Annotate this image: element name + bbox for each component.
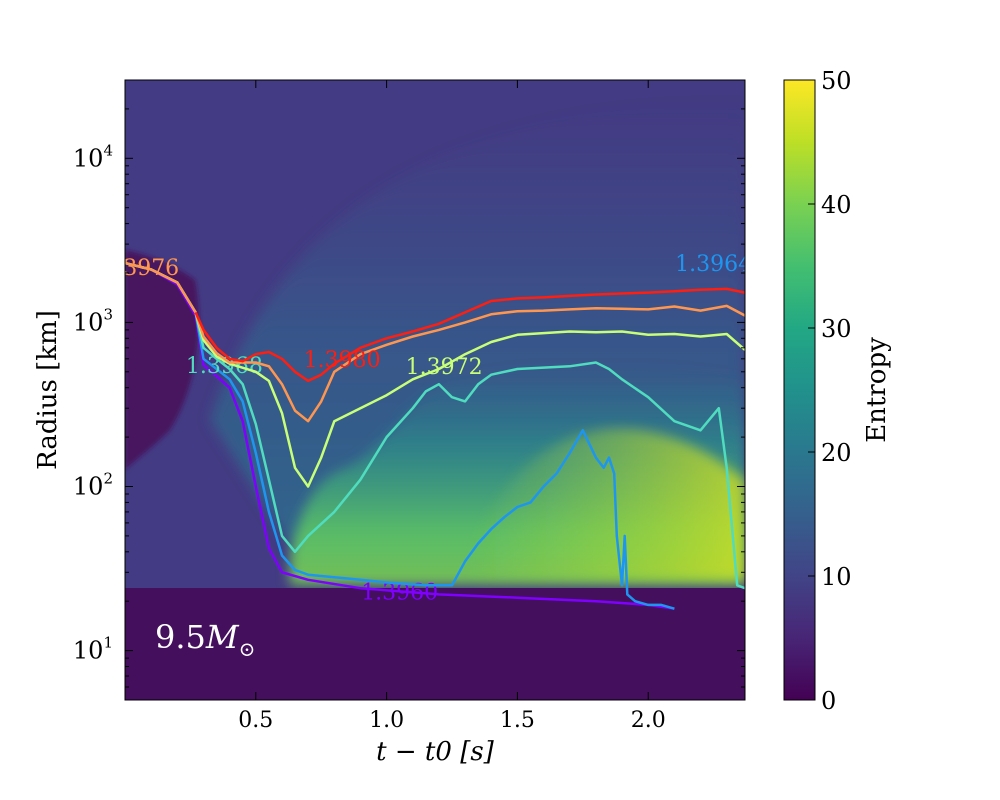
y-tick-label-base: 10: [73, 472, 104, 500]
contour-label: 1.3964: [675, 252, 752, 277]
contour-line-1-3976: [125, 261, 745, 423]
y-tick-label-base: 10: [73, 144, 104, 172]
x-axis: 0.5 1.0 1.5 2.0: [238, 80, 666, 733]
heatmap-hot-plumes: [470, 428, 745, 580]
colorbar-gradient: [783, 79, 816, 701]
contour-line-1-3968: [125, 261, 745, 590]
y-tick-label: 104: [73, 141, 113, 172]
colorbar-ticks: 0 10 20 30 40 50: [808, 67, 852, 715]
y-tick-label-exponent: 4: [103, 141, 113, 159]
y-tick-label: 101: [73, 634, 113, 665]
mass-annotation-value: 9.5: [155, 618, 206, 656]
y-tick-label-exponent: 1: [103, 634, 113, 652]
colorbar-tick-label: 20: [821, 439, 852, 467]
mass-annotation-symbol: M: [205, 618, 240, 656]
contour-line-1-3964: [125, 261, 675, 610]
colorbar-label: Entropy: [862, 337, 892, 443]
y-tick-label-base: 10: [73, 637, 104, 665]
contour-line-1-3980: [194, 287, 745, 383]
x-tick-label: 1.5: [500, 708, 535, 733]
heatmap-infall-region: [125, 250, 199, 470]
contour-label: 1.3976: [102, 256, 179, 281]
contour-label: 1.3980: [304, 348, 381, 373]
y-tick-label: 102: [73, 469, 113, 500]
x-axis-label: t − t0 [s]: [376, 737, 495, 767]
y-tick-label-exponent: 3: [103, 305, 113, 323]
y-axis-label: Radius [km]: [33, 310, 63, 470]
colorbar-tick-label: 50: [821, 67, 852, 95]
mass-annotation: 9.5M⊙: [155, 618, 255, 661]
colorbar: 0 10 20 30 40 50 Entropy: [783, 67, 892, 715]
contour-line-1-3960: [125, 261, 675, 610]
mass-annotation-sun-symbol: ⊙: [239, 637, 256, 661]
contour-label: 1.3972: [406, 355, 483, 380]
plot-frame: [124, 79, 746, 701]
colorbar-tick-label: 40: [821, 191, 852, 219]
x-tick-label: 1.0: [369, 708, 404, 733]
x-tick-label: 2.0: [631, 708, 666, 733]
y-tick-label: 103: [73, 305, 113, 336]
colorbar-tick-label: 10: [821, 563, 852, 591]
colorbar-tick-label: 30: [821, 315, 852, 343]
y-tick-label-base: 10: [73, 308, 104, 336]
heatmap-neutron-star: [125, 588, 745, 700]
y-tick-label-exponent: 2: [103, 469, 113, 487]
entropy-heatmap: [125, 80, 745, 700]
x-tick-label: 0.5: [238, 708, 273, 733]
svg-text:9.5M⊙: 9.5M⊙: [155, 618, 255, 661]
contour-line-1-3972: [125, 261, 745, 488]
colorbar-tick-label: 0: [821, 687, 836, 715]
